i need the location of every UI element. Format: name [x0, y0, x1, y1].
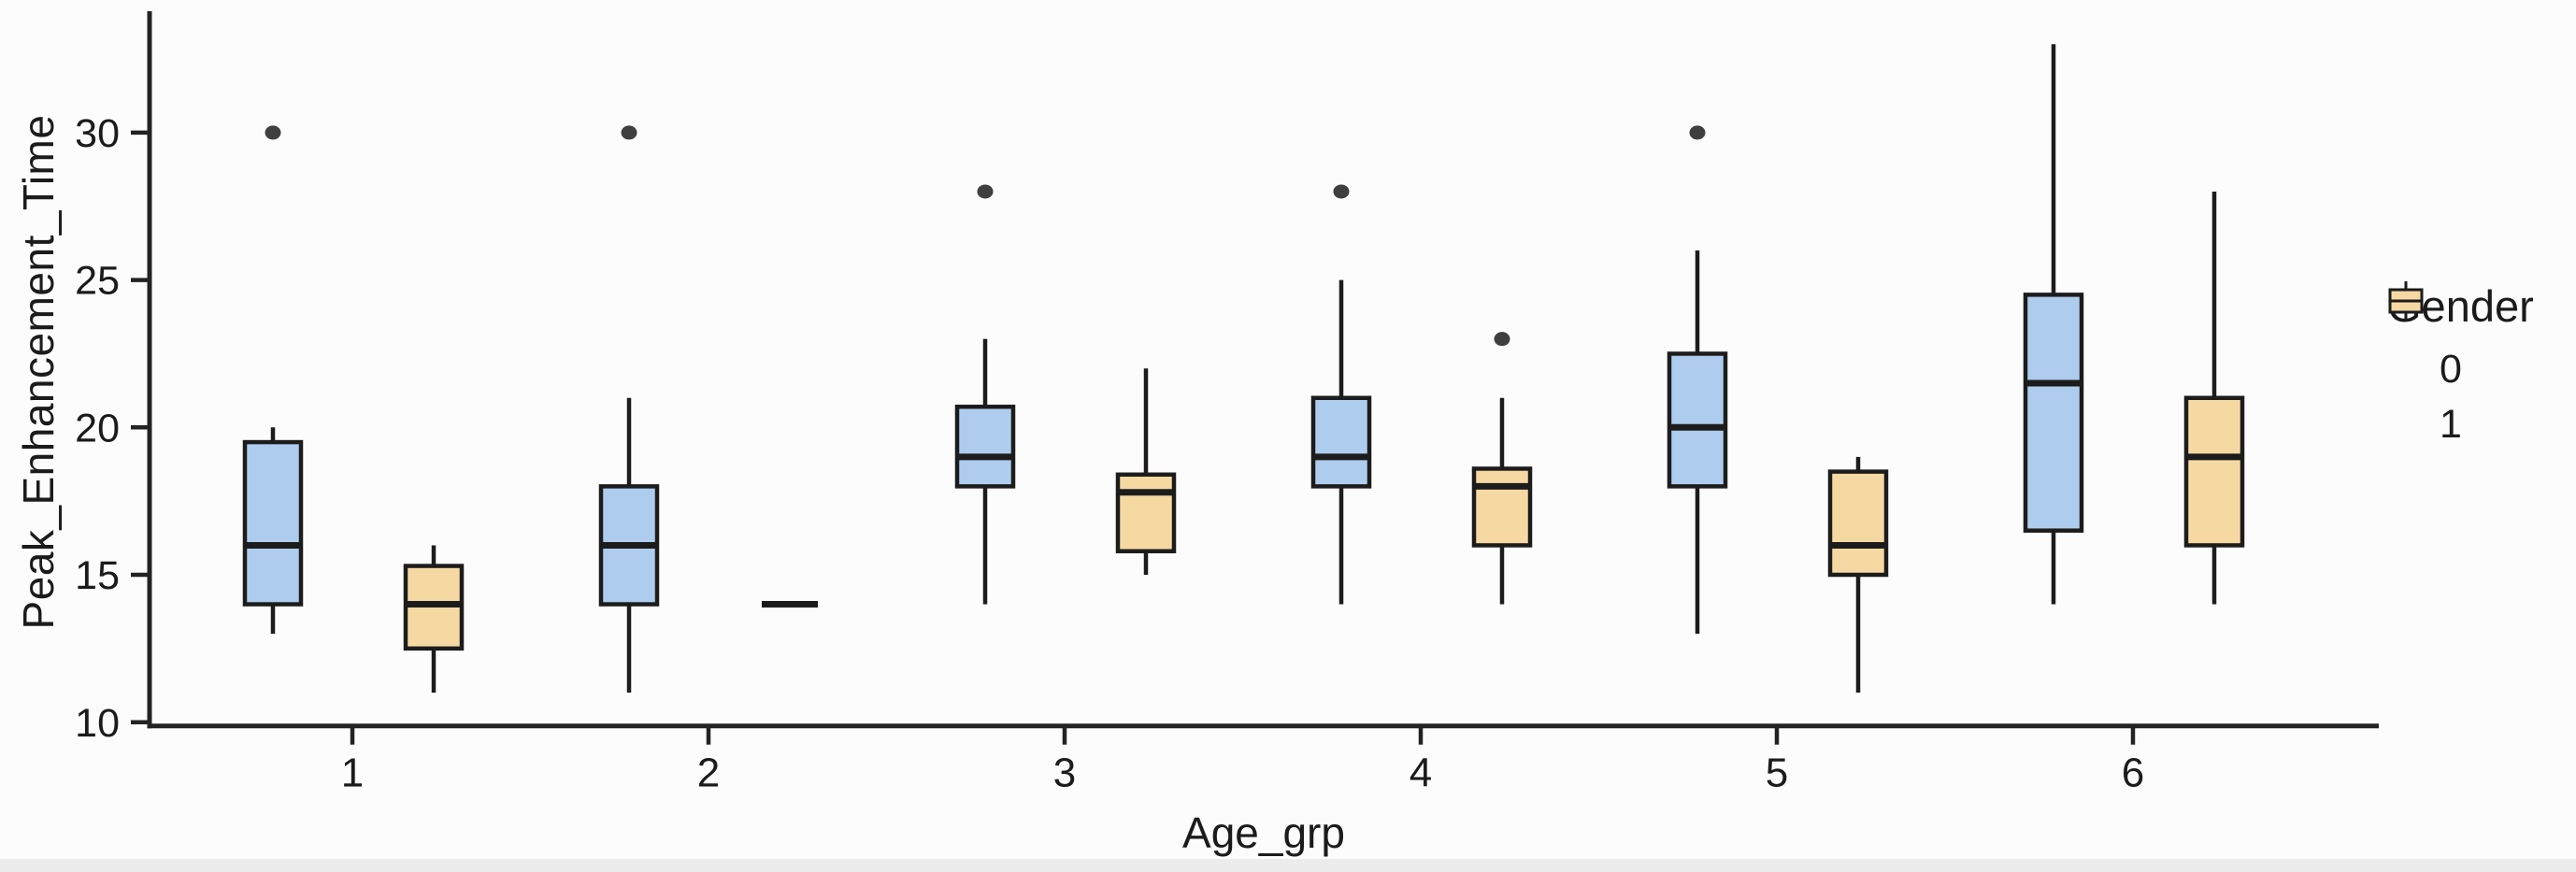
x-tick-label: 3: [1053, 750, 1076, 796]
boxplot-3-gender-0: [954, 184, 1016, 605]
boxplot-6-gender-0: [2023, 44, 2084, 605]
iqr-box: [2023, 293, 2084, 533]
iqr-box: [1310, 395, 1372, 489]
iqr-box: [242, 439, 304, 607]
x-tick-label: 2: [697, 750, 720, 796]
boxplot-4-gender-1: [1471, 332, 1533, 605]
iqr-box: [1115, 472, 1177, 554]
x-tick-label: 6: [2122, 750, 2144, 796]
iqr-box: [954, 404, 1016, 489]
legend-label: 0: [2440, 347, 2462, 392]
outlier-point: [621, 125, 637, 140]
outlier-point: [265, 125, 281, 140]
screenshot-bottom-edge: [0, 859, 2576, 872]
y-tick-label: 20: [75, 406, 120, 450]
iqr-box: [1471, 466, 1533, 548]
iqr-box: [2183, 395, 2245, 548]
x-tick-label: 1: [341, 750, 364, 796]
outlier-point: [1333, 184, 1350, 199]
boxplot-5-gender-0: [1667, 125, 1728, 635]
legend-entry-gender-1: 1: [2387, 281, 2534, 448]
y-tick-label: 15: [75, 553, 120, 598]
y-axis-title: Peak_Enhancement_Time: [14, 114, 63, 630]
boxplot-6-gender-1: [2183, 191, 2245, 605]
outlier-point: [977, 184, 994, 199]
boxplot-key-icon: [2387, 281, 2425, 391]
y-tick-label: 30: [75, 111, 120, 156]
boxplot-1-gender-1: [403, 545, 465, 693]
boxplot-3-gender-1: [1115, 368, 1177, 575]
iqr-box: [1667, 351, 1728, 489]
outlier-point: [1689, 125, 1706, 140]
boxplot-1-gender-0: [242, 125, 304, 635]
outlier-point: [1494, 332, 1510, 347]
boxplot-5-gender-1: [1827, 456, 1889, 693]
x-axis-title: Age_grp: [1182, 808, 1345, 857]
boxplot-key-icon: [2387, 281, 2425, 446]
boxplot-2-gender-0: [598, 125, 660, 693]
x-tick-label: 5: [1766, 750, 1788, 796]
x-tick-label: 4: [1410, 750, 1432, 796]
legend-entry-gender-0: 0: [2387, 281, 2534, 393]
boxplot-4-gender-0: [1310, 184, 1372, 605]
y-tick-label: 25: [75, 259, 120, 304]
y-tick-label: 10: [75, 701, 120, 746]
legend-label: 1: [2440, 402, 2462, 447]
iqr-box: [1827, 469, 1889, 578]
legend: Gender 0 1: [2387, 280, 2534, 448]
